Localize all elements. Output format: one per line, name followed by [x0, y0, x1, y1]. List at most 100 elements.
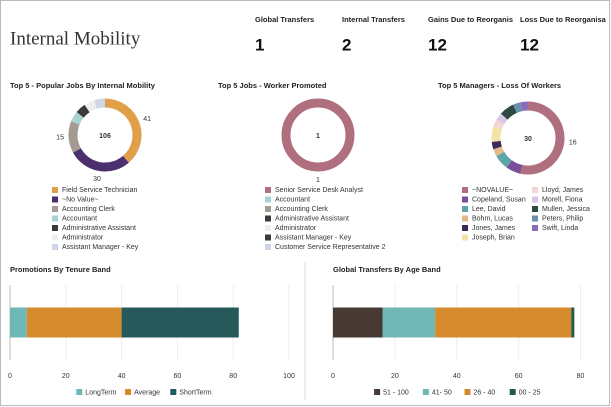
legend-swatch	[462, 225, 468, 231]
donut-slice	[493, 146, 505, 157]
legend-swatch	[462, 215, 468, 222]
chart-title: Global Transfers By Age Band	[333, 265, 441, 274]
legend-label: LongTerm	[85, 389, 116, 396]
legend-label: 41- 50	[432, 389, 452, 396]
legend-label: Lee, David	[472, 206, 506, 213]
legend-label: Administrator	[275, 225, 317, 232]
legend-label: ~No Value~	[62, 196, 98, 203]
legend-swatch	[532, 187, 538, 193]
x-tick-label: 60	[174, 373, 182, 380]
kpi-value: 1	[255, 35, 264, 54]
data-label: 41	[143, 116, 151, 123]
donut-slice	[84, 100, 98, 113]
legend-swatch	[52, 215, 58, 222]
kpi-value: 2	[342, 35, 351, 54]
data-label: 16	[569, 140, 577, 147]
legend-label: Lloyd, James	[542, 187, 584, 194]
legend-label: Jones, James	[472, 225, 516, 232]
legend-label: Administrative Assistant	[275, 215, 349, 222]
legend-label: 00 - 25	[519, 389, 541, 396]
legend-swatch	[265, 206, 271, 212]
legend-swatch	[52, 206, 58, 212]
chart-title: Top 5 Managers - Loss Of Workers	[438, 81, 561, 90]
donut-total: 1	[316, 133, 320, 140]
donut-slice	[513, 102, 523, 113]
legend-swatch	[509, 389, 516, 395]
legend-swatch	[52, 244, 58, 250]
legend-swatch	[464, 389, 471, 395]
legend: Senior Service Desk Analyst Accountant Acc…	[265, 187, 386, 251]
x-tick-label: 80	[229, 373, 237, 380]
legend-label: Customer Service Representative 2	[275, 244, 386, 251]
legend-swatch	[462, 206, 468, 212]
donut-slice	[71, 112, 84, 125]
legend-label: ~NOVALUE~	[472, 187, 513, 194]
donut-slice	[491, 126, 502, 142]
donut-slice	[506, 160, 523, 174]
legend-label: Bohm, Lucas	[472, 215, 513, 222]
donut-slice	[493, 119, 505, 130]
legend-swatch	[76, 389, 83, 395]
legend-label: Average	[134, 389, 160, 396]
legend-label: Mullen, Jessica	[542, 206, 590, 213]
donut-total: 30	[524, 136, 532, 143]
legend-swatch	[265, 196, 271, 203]
legend-swatch	[532, 196, 538, 203]
kpi-label: Global Transfers	[255, 15, 314, 24]
x-tick-label: 100	[283, 373, 295, 380]
data-label: 15	[56, 135, 64, 142]
kpi-label: Loss Due to Reorganisa	[520, 15, 607, 24]
donut-slice	[496, 113, 508, 125]
legend-label: Field Service Technician	[62, 187, 137, 194]
bar-segment	[382, 307, 436, 338]
legend-swatch	[462, 234, 468, 241]
legend-swatch	[462, 196, 468, 203]
legend-label: Accountant	[275, 196, 310, 203]
x-tick-label: 40	[118, 373, 126, 380]
legend: Field Service Technician ~No Value~ Accoun…	[52, 187, 139, 251]
legend-swatch	[52, 196, 58, 203]
legend-label: Assistant Manager - Key	[62, 244, 139, 251]
bar-segment	[121, 307, 239, 338]
donut-slice	[68, 121, 82, 153]
donut-slice	[496, 151, 513, 168]
x-tick-label: 0	[331, 373, 335, 380]
x-tick-label: 0	[8, 373, 12, 380]
legend-label: Peters, Philip	[542, 215, 583, 222]
donut-total: 106	[99, 133, 111, 140]
legend-swatch	[265, 187, 271, 193]
legend: ~NOVALUE~ Copeland, Susan Lee, David Bohm, …	[462, 187, 590, 241]
legend-label: Morell, Fiona	[542, 196, 583, 203]
donut-slice	[281, 98, 355, 172]
kpi-label: Gains Due to Reorganis	[428, 15, 513, 24]
legend-label: Accountant	[62, 215, 97, 222]
legend-label: 26 - 40	[474, 389, 496, 396]
legend-swatch	[532, 225, 538, 231]
legend-swatch	[374, 389, 381, 395]
legend-swatch	[170, 389, 177, 395]
legend-swatch	[52, 187, 58, 193]
donut-slice	[520, 101, 565, 175]
x-tick-label: 40	[453, 373, 461, 380]
legend-swatch	[265, 225, 271, 231]
legend-label: Senior Service Desk Analyst	[275, 187, 363, 194]
legend-label: Accounting Clerk	[62, 206, 115, 213]
legend-swatch	[532, 215, 538, 222]
legend-label: Administrative Assistant	[62, 225, 136, 232]
legend-swatch	[422, 389, 429, 395]
x-tick-label: 20	[391, 373, 399, 380]
kpi-value: 12	[520, 35, 539, 54]
kpi-value: 12	[428, 35, 447, 54]
legend-label: Joseph, Brian	[472, 234, 515, 241]
legend-swatch	[265, 244, 271, 250]
legend-label: Administrator	[62, 234, 104, 241]
legend-label: Accounting Clerk	[275, 206, 328, 213]
data-label: 30	[93, 176, 101, 183]
donut-slice	[104, 98, 142, 163]
chart-title: Top 5 - Popular Jobs By Internal Mobilit…	[10, 81, 156, 90]
bar-segment	[333, 307, 383, 338]
legend-label: Assistant Manager - Key	[275, 234, 352, 241]
x-tick-label: 20	[62, 373, 70, 380]
kpi-label: Internal Transfers	[342, 15, 405, 24]
bar-segment	[26, 307, 122, 338]
